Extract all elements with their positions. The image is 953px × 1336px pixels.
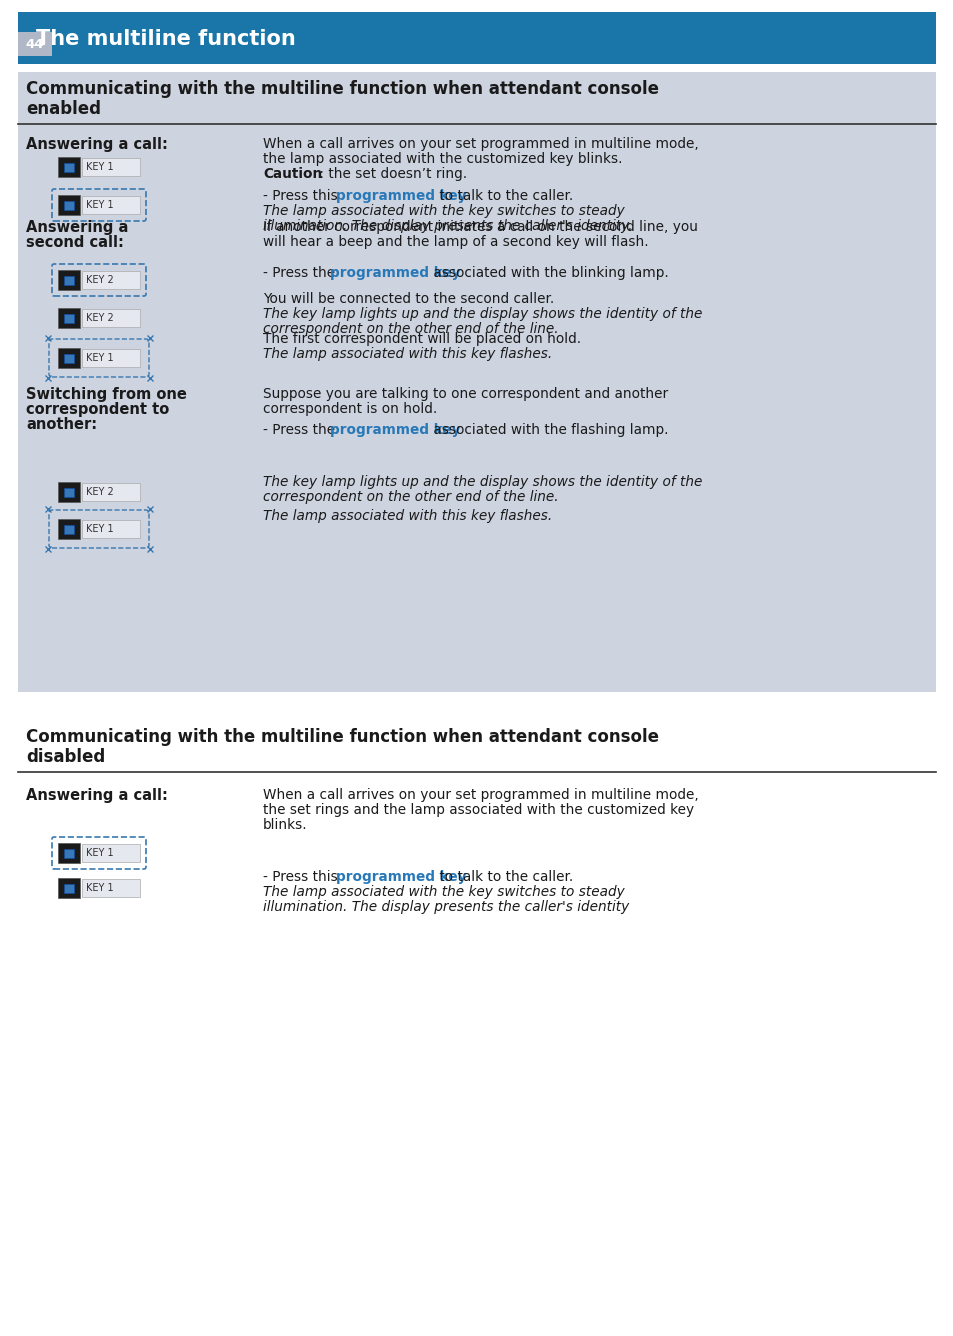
Bar (58, 518, 80, 538)
Bar (64, 848, 74, 858)
FancyBboxPatch shape (82, 196, 140, 214)
Bar (64, 525, 74, 533)
Bar (64, 488, 74, 497)
Text: You will be connected to the second caller.: You will be connected to the second call… (263, 293, 554, 306)
Text: KEY 2: KEY 2 (86, 275, 113, 285)
Text: If another correspondent initiates a call on the second line, you: If another correspondent initiates a cal… (263, 220, 698, 234)
FancyBboxPatch shape (82, 520, 140, 538)
Text: KEY 1: KEY 1 (86, 353, 113, 363)
Text: to talk to the caller.: to talk to the caller. (435, 870, 573, 884)
Text: 44: 44 (26, 37, 44, 51)
Text: The multiline function: The multiline function (36, 29, 295, 49)
Bar (58, 843, 80, 863)
Text: The lamp associated with this key flashes.: The lamp associated with this key flashe… (263, 509, 552, 522)
Bar (64, 163, 74, 171)
Text: the set rings and the lamp associated with the customized key: the set rings and the lamp associated wi… (263, 803, 694, 818)
Text: The lamp associated with the key switches to steady: The lamp associated with the key switche… (263, 204, 624, 218)
Text: programmed key: programmed key (330, 266, 460, 281)
Text: blinks.: blinks. (263, 818, 307, 832)
Text: Caution: Caution (263, 167, 322, 180)
Bar (64, 354, 74, 362)
FancyBboxPatch shape (82, 271, 140, 289)
Text: The key lamp lights up and the display shows the identity of the: The key lamp lights up and the display s… (263, 476, 701, 489)
Text: KEY 1: KEY 1 (86, 200, 113, 210)
FancyBboxPatch shape (82, 349, 140, 367)
Text: disabled: disabled (26, 748, 105, 766)
FancyBboxPatch shape (82, 844, 140, 862)
Text: Answering a call:: Answering a call: (26, 138, 168, 152)
Text: Switching from one: Switching from one (26, 387, 187, 402)
Text: Suppose you are talking to one correspondent and another: Suppose you are talking to one correspon… (263, 387, 667, 401)
Text: second call:: second call: (26, 235, 124, 250)
Text: will hear a beep and the lamp of a second key will flash.: will hear a beep and the lamp of a secon… (263, 235, 648, 248)
Text: - Press the: - Press the (263, 266, 339, 281)
Bar (64, 275, 74, 285)
FancyBboxPatch shape (82, 158, 140, 176)
Text: illumination. The display presents the caller's identity: illumination. The display presents the c… (263, 900, 629, 914)
Bar (18, 72, 935, 692)
Text: The first correspondent will be placed on hold.: The first correspondent will be placed o… (263, 333, 580, 346)
Bar (58, 158, 80, 176)
Text: When a call arrives on your set programmed in multiline mode,: When a call arrives on your set programm… (263, 138, 698, 151)
FancyBboxPatch shape (82, 484, 140, 501)
Text: correspondent to: correspondent to (26, 402, 169, 417)
Text: associated with the blinking lamp.: associated with the blinking lamp. (429, 266, 668, 281)
Text: Answering a: Answering a (26, 220, 129, 235)
Text: KEY 1: KEY 1 (86, 162, 113, 172)
Bar (64, 200, 74, 210)
Text: - Press the: - Press the (263, 424, 339, 437)
Text: to talk to the caller.: to talk to the caller. (435, 188, 573, 203)
Bar (18, 12, 935, 64)
FancyBboxPatch shape (82, 879, 140, 896)
Text: Communicating with the multiline function when attendant console: Communicating with the multiline functio… (26, 80, 659, 98)
Text: illumination. The display presents the caller's identity.: illumination. The display presents the c… (263, 219, 632, 232)
Text: Communicating with the multiline function when attendant console: Communicating with the multiline functio… (26, 728, 659, 745)
Bar (58, 195, 80, 215)
Bar (58, 878, 80, 898)
Text: correspondent on the other end of the line.: correspondent on the other end of the li… (263, 490, 558, 504)
Text: programmed key: programmed key (330, 424, 460, 437)
Text: correspondent is on hold.: correspondent is on hold. (263, 402, 436, 415)
Bar (58, 347, 80, 367)
Bar (58, 270, 80, 290)
Text: The lamp associated with the key switches to steady: The lamp associated with the key switche… (263, 884, 624, 899)
Text: The key lamp lights up and the display shows the identity of the: The key lamp lights up and the display s… (263, 307, 701, 321)
Text: The lamp associated with this key flashes.: The lamp associated with this key flashe… (263, 347, 552, 361)
Text: KEY 2: KEY 2 (86, 313, 113, 323)
Text: - Press this: - Press this (263, 188, 342, 203)
Bar (58, 482, 80, 502)
Text: correspondent on the other end of the line.: correspondent on the other end of the li… (263, 322, 558, 335)
Text: another:: another: (26, 417, 97, 432)
Text: When a call arrives on your set programmed in multiline mode,: When a call arrives on your set programm… (263, 788, 698, 802)
FancyBboxPatch shape (82, 309, 140, 327)
Text: : the set doesn’t ring.: : the set doesn’t ring. (314, 167, 467, 180)
Text: associated with the flashing lamp.: associated with the flashing lamp. (429, 424, 668, 437)
Text: Answering a call:: Answering a call: (26, 788, 168, 803)
Text: KEY 2: KEY 2 (86, 488, 113, 497)
Text: KEY 1: KEY 1 (86, 848, 113, 858)
Text: programmed key: programmed key (335, 188, 466, 203)
Bar (64, 883, 74, 892)
Text: KEY 1: KEY 1 (86, 883, 113, 892)
Text: programmed key: programmed key (335, 870, 466, 884)
Bar (64, 314, 74, 322)
Text: KEY 1: KEY 1 (86, 524, 113, 534)
Bar (18, 32, 52, 56)
Text: - Press this: - Press this (263, 870, 342, 884)
Text: enabled: enabled (26, 100, 101, 118)
Bar (58, 309, 80, 329)
Text: the lamp associated with the customized key blinks.: the lamp associated with the customized … (263, 152, 622, 166)
